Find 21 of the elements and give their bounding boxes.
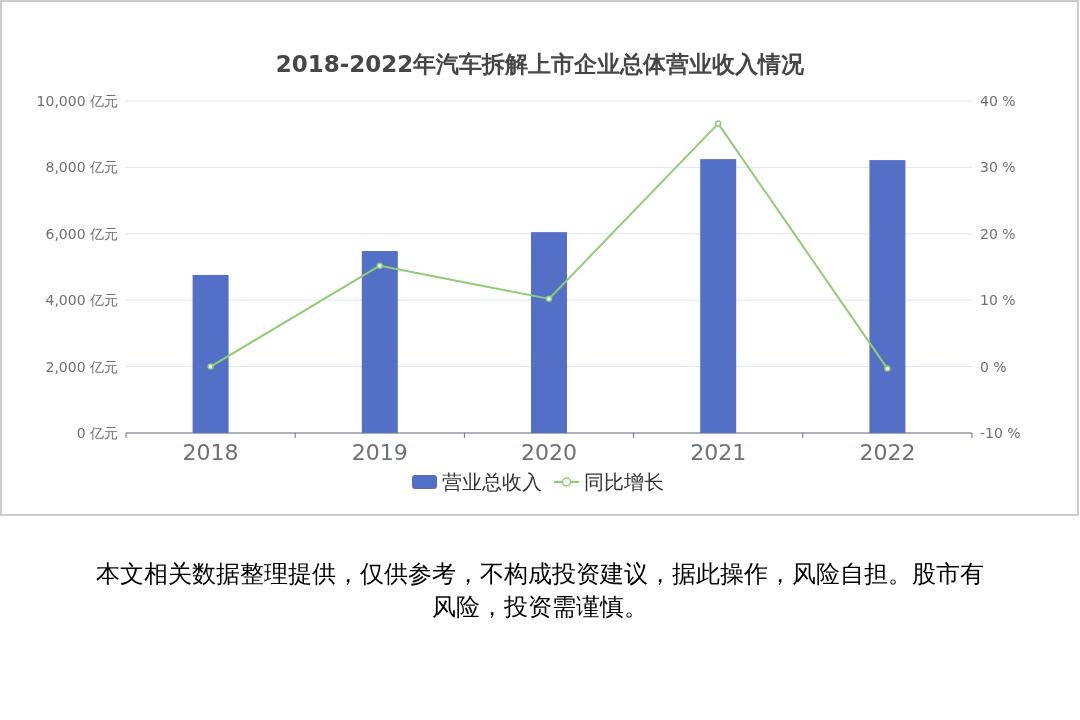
legend-label: 营业总收入 <box>442 470 542 494</box>
y2-tick-label: -10 % <box>980 425 1021 441</box>
x-tick-label: 2020 <box>521 440 577 465</box>
legend-label: 同比增长 <box>584 470 664 494</box>
x-tick-label: 2022 <box>859 440 916 465</box>
y2-tick-label: 30 % <box>980 159 1016 176</box>
x-tick-label: 2021 <box>690 440 747 465</box>
y-tick-label: 4,000 亿元 <box>45 292 118 309</box>
y-tick-label: 8,000 亿元 <box>45 159 118 176</box>
x-tick-label: 2018 <box>182 440 239 465</box>
x-tick-label: 2019 <box>351 440 408 465</box>
chart-title: 2018-2022年汽车拆解上市企业总体营业收入情况 <box>275 51 806 77</box>
y2-tick-label: 20 % <box>980 225 1016 242</box>
y2-tick-label: 10 % <box>980 292 1016 309</box>
y-tick-label: 2,000 亿元 <box>45 358 118 375</box>
y2-tick-label: 0 % <box>980 358 1007 375</box>
y2-tick-label: 40 % <box>980 93 1016 109</box>
text: 本文相关数据整理提供，仅供参考，不构成投资建议，据此操作，风险自担。股市有风险，投资需谨慎。 <box>95 559 985 623</box>
y-tick-label: 0 亿元 <box>76 425 118 441</box>
y-tick-label: 10,000 亿元 <box>36 93 118 109</box>
y-tick-label: 6,000 亿元 <box>45 225 118 242</box>
